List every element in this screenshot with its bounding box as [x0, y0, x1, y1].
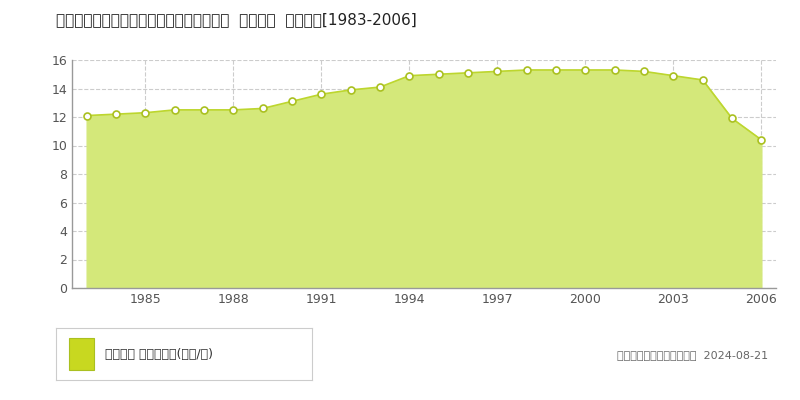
Text: （Ｃ）土地価格ドットコム  2024-08-21: （Ｃ）土地価格ドットコム 2024-08-21: [617, 350, 768, 360]
Text: 新潟県五泉市三本木２丁目２４１番４５外  地価公示  地価推移[1983-2006]: 新潟県五泉市三本木２丁目２４１番４５外 地価公示 地価推移[1983-2006]: [56, 12, 417, 27]
Text: 地価公示 平均坪単価(万円/坪): 地価公示 平均坪単価(万円/坪): [105, 348, 213, 360]
Bar: [69, 338, 94, 370]
